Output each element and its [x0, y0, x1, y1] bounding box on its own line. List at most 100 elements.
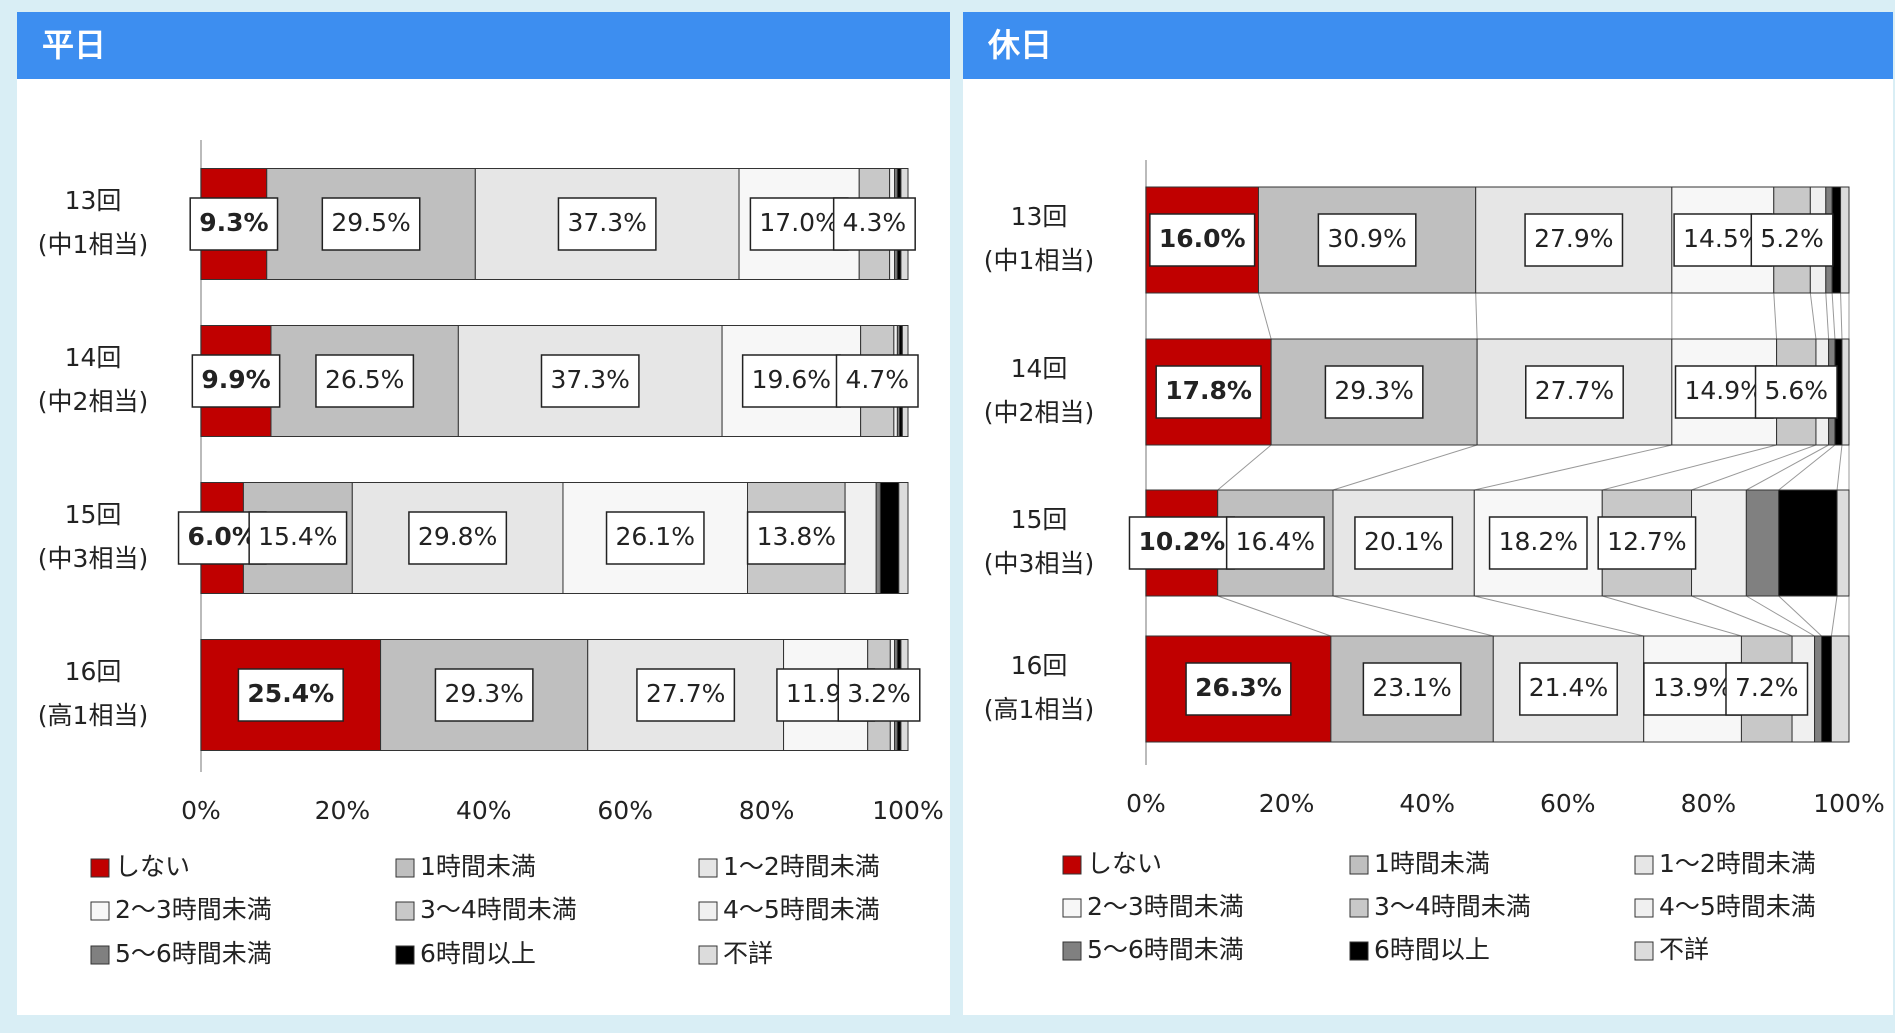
legend-label: 不詳: [1659, 935, 1709, 964]
data-label-box: [1185, 662, 1292, 716]
data-label: 37.3%: [540, 354, 640, 408]
data-label-box: [835, 354, 919, 408]
data-label-text: 21.4%: [1529, 673, 1608, 702]
data-label: 19.6%: [741, 354, 841, 408]
data-label: 17.8%: [1155, 365, 1262, 419]
data-label-text: 29.8%: [418, 522, 497, 551]
bar-segment: [1830, 635, 1850, 743]
x-tick-label: 80%: [1681, 789, 1737, 818]
data-label: 29.3%: [434, 668, 534, 722]
connector-line: [1691, 595, 1793, 637]
data-label-box: [1754, 365, 1838, 419]
data-label-text: 26.3%: [1195, 673, 1282, 702]
data-label-box: [434, 668, 534, 722]
data-label-text: 6.0%: [188, 522, 257, 551]
data-label-box: [1354, 516, 1454, 570]
data-label: 4.3%: [832, 197, 916, 251]
data-label: 25.4%: [237, 668, 344, 722]
bar-segment: [879, 482, 900, 594]
data-label: 27.9%: [1524, 213, 1624, 267]
connector-line: [1746, 444, 1829, 491]
connector-line: [1773, 292, 1778, 340]
panel-header: [963, 12, 1893, 79]
data-label-text: 5.6%: [1765, 376, 1829, 405]
connector-line: [1778, 444, 1836, 491]
connector-line: [1778, 595, 1822, 637]
data-label-box: [1149, 213, 1256, 267]
data-label-box: [408, 511, 508, 565]
data-label: 5.2%: [1750, 213, 1834, 267]
data-label-text: 4.3%: [843, 208, 907, 237]
data-label-text: 37.3%: [567, 208, 646, 237]
legend-label: しない: [115, 852, 190, 881]
bar-segment: [898, 482, 909, 594]
data-label-text: 15.4%: [258, 522, 337, 551]
data-label-box: [837, 668, 921, 722]
data-label: 20.1%: [1354, 516, 1454, 570]
data-label: 9.3%: [189, 197, 279, 251]
data-label: 13.9%: [1643, 662, 1743, 716]
data-label: 12.7%: [1597, 516, 1697, 570]
legend-label: 4～5時間未満: [723, 895, 880, 924]
legend-label: 1時間未満: [1374, 849, 1490, 878]
data-label-text: 27.7%: [1535, 376, 1614, 405]
data-label-text: 19.6%: [752, 365, 831, 394]
connector-line: [1602, 444, 1777, 491]
panel-title: 休日: [987, 26, 1052, 64]
connector-line: [1602, 595, 1742, 637]
category-label: (中3相当): [38, 544, 148, 573]
x-tick-label: 100%: [872, 796, 943, 825]
data-label-box: [540, 354, 640, 408]
data-label-text: 13.8%: [757, 522, 836, 551]
data-label-text: 29.3%: [1334, 376, 1413, 405]
legend-label: しない: [1087, 849, 1162, 878]
data-label-box: [1643, 662, 1743, 716]
legend-swatch: [395, 901, 415, 921]
x-tick-label: 20%: [315, 796, 371, 825]
data-label: 15.4%: [248, 511, 348, 565]
data-label-text: 3.2%: [847, 679, 911, 708]
data-label: 26.3%: [1185, 662, 1292, 716]
data-label: 5.6%: [1754, 365, 1838, 419]
data-label-text: 10.2%: [1138, 527, 1225, 556]
category-label: 15回: [65, 500, 122, 529]
data-label-box: [1750, 213, 1834, 267]
legend-label: 6時間以上: [1374, 935, 1490, 964]
legend-swatch: [698, 901, 718, 921]
data-label: 26.1%: [605, 511, 705, 565]
data-label-text: 26.5%: [325, 365, 404, 394]
bar-segment: [1745, 489, 1780, 597]
data-label: 37.3%: [557, 197, 657, 251]
data-label-box: [237, 668, 344, 722]
data-label: 16.4%: [1225, 516, 1325, 570]
x-tick-label: 40%: [456, 796, 512, 825]
connector-line: [1217, 444, 1272, 491]
data-label-box: [1524, 213, 1624, 267]
legend-label: 不詳: [723, 939, 773, 968]
legend-label: 2～3時間未満: [1087, 892, 1244, 921]
data-label-box: [1225, 516, 1325, 570]
data-label-box: [1525, 365, 1624, 419]
bar-segment: [1841, 338, 1850, 446]
data-label: 18.2%: [1488, 516, 1588, 570]
legend-label: 5～6時間未満: [115, 939, 272, 968]
data-label-text: 14.5%: [1683, 224, 1762, 253]
data-label-text: 9.9%: [201, 365, 270, 394]
bar-segment: [1778, 489, 1838, 597]
data-label-box: [248, 511, 348, 565]
data-label-box: [1597, 516, 1697, 570]
x-tick-label: 100%: [1813, 789, 1884, 818]
connector-line: [1474, 444, 1672, 491]
legend-label: 4～5時間未満: [1659, 892, 1816, 921]
data-label: 27.7%: [636, 668, 736, 722]
data-label-box: [189, 197, 279, 251]
data-label-box: [746, 511, 846, 565]
category-label: 14回: [1011, 354, 1068, 383]
bar-segment: [1814, 635, 1823, 743]
data-label: 4.7%: [835, 354, 919, 408]
legend-swatch: [1634, 941, 1654, 961]
bar-segment: [844, 482, 877, 594]
connector-line: [1332, 444, 1478, 491]
legend-swatch: [90, 945, 110, 965]
legend-swatch: [395, 945, 415, 965]
